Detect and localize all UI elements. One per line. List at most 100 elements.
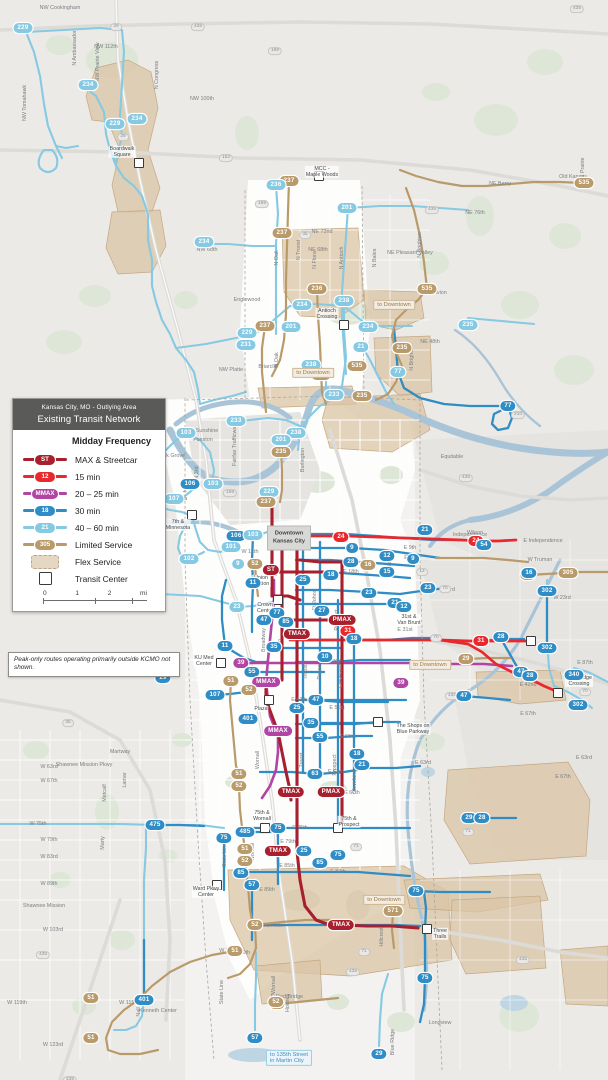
route-marker-535[interactable]: 535 (417, 284, 437, 294)
route-marker-75[interactable]: 75 (270, 823, 286, 833)
route-marker-57[interactable]: 57 (247, 1033, 263, 1043)
route-marker-18[interactable]: 18 (349, 749, 365, 759)
route-marker-51[interactable]: 51 (237, 844, 253, 854)
route-marker-54[interactable]: 54 (476, 540, 492, 550)
transit-center-marker[interactable] (260, 823, 270, 833)
route-marker-47[interactable]: 47 (513, 667, 529, 677)
route-marker-18[interactable]: 18 (346, 634, 362, 644)
route-marker-77[interactable]: 77 (390, 367, 406, 377)
route-marker-302[interactable]: 302 (537, 643, 557, 653)
route-marker-st[interactable]: ST (262, 565, 280, 575)
route-marker-15[interactable]: 15 (379, 567, 395, 577)
route-marker-52[interactable]: 52 (237, 856, 253, 866)
route-marker-12[interactable]: 12 (379, 551, 395, 561)
route-marker-51[interactable]: 51 (83, 1033, 99, 1043)
route-marker-229[interactable]: 229 (237, 328, 257, 338)
route-marker-28[interactable]: 28 (343, 557, 359, 567)
route-marker-27[interactable]: 27 (314, 606, 330, 616)
route-marker-85[interactable]: 85 (312, 858, 328, 868)
route-marker-77[interactable]: 77 (500, 401, 516, 411)
route-marker-10[interactable]: 10 (317, 652, 333, 662)
route-marker-52[interactable]: 52 (247, 920, 263, 930)
route-marker-47[interactable]: 47 (456, 691, 472, 701)
route-marker-9[interactable]: 9 (407, 554, 419, 564)
route-marker-39[interactable]: 39 (393, 678, 409, 688)
route-marker-11[interactable]: 11 (217, 641, 233, 651)
route-marker-238[interactable]: 238 (301, 360, 321, 370)
transit-center-marker[interactable] (187, 510, 197, 520)
route-marker-238[interactable]: 238 (286, 428, 306, 438)
route-marker-235[interactable]: 235 (271, 447, 291, 457)
route-marker-31[interactable]: 31 (340, 626, 356, 636)
route-marker-107[interactable]: 107 (164, 494, 184, 504)
route-marker-201[interactable]: 201 (281, 322, 301, 332)
route-marker-101[interactable]: 101 (221, 542, 241, 552)
route-marker-pmax[interactable]: PMAX (328, 615, 356, 625)
route-marker-233[interactable]: 233 (226, 416, 246, 426)
route-marker-106[interactable]: 106 (226, 531, 246, 541)
route-marker-mmax[interactable]: MMAX (264, 726, 292, 736)
route-marker-35[interactable]: 35 (303, 718, 319, 728)
transit-center-marker[interactable] (422, 924, 432, 934)
route-marker-237[interactable]: 237 (255, 321, 275, 331)
route-marker-11[interactable]: 11 (245, 578, 261, 588)
route-marker-28[interactable]: 28 (474, 813, 490, 823)
route-marker-305[interactable]: 305 (558, 568, 578, 578)
route-marker-75[interactable]: 75 (330, 850, 346, 860)
route-marker-229[interactable]: 229 (105, 119, 125, 129)
route-marker-16[interactable]: 16 (360, 560, 376, 570)
route-marker-55[interactable]: 55 (244, 667, 260, 677)
route-marker-106[interactable]: 106 (180, 479, 200, 489)
route-marker-tmax[interactable]: TMAX (283, 629, 311, 639)
route-marker-77[interactable]: 77 (269, 608, 285, 618)
route-marker-103[interactable]: 103 (176, 428, 196, 438)
route-marker-21[interactable]: 21 (417, 525, 433, 535)
route-marker-75[interactable]: 75 (408, 886, 424, 896)
route-marker-24[interactable]: 24 (468, 536, 484, 546)
route-marker-237[interactable]: 237 (272, 228, 292, 238)
route-marker-201[interactable]: 201 (337, 203, 357, 213)
route-marker-25[interactable]: 25 (295, 575, 311, 585)
route-marker-57[interactable]: 57 (244, 880, 260, 890)
route-marker-21[interactable]: 21 (353, 342, 369, 352)
route-marker-401[interactable]: 401 (238, 714, 258, 724)
route-marker-51[interactable]: 51 (223, 676, 239, 686)
transit-center-marker[interactable] (373, 717, 383, 727)
route-marker-75[interactable]: 75 (417, 973, 433, 983)
route-marker-235[interactable]: 235 (458, 320, 478, 330)
route-marker-63[interactable]: 63 (307, 769, 323, 779)
route-marker-28[interactable]: 28 (493, 632, 509, 642)
route-marker-31[interactable]: 31 (473, 636, 489, 646)
route-marker-75[interactable]: 75 (216, 833, 232, 843)
route-marker-55[interactable]: 55 (312, 732, 328, 742)
route-marker-52[interactable]: 52 (247, 559, 263, 569)
route-marker-25[interactable]: 25 (296, 846, 312, 856)
route-marker-25[interactable]: 25 (289, 703, 305, 713)
transit-center-marker[interactable] (134, 158, 144, 168)
route-marker-51[interactable]: 51 (231, 769, 247, 779)
transit-center-marker[interactable] (216, 658, 226, 668)
route-marker-29[interactable]: 29 (458, 654, 474, 664)
route-marker-28[interactable]: 28 (522, 671, 538, 681)
route-marker-485[interactable]: 485 (235, 827, 255, 837)
transit-center-marker[interactable] (273, 595, 283, 605)
transit-center-marker[interactable] (553, 688, 563, 698)
route-marker-23[interactable]: 23 (229, 602, 245, 612)
route-marker-234[interactable]: 234 (358, 322, 378, 332)
route-marker-229[interactable]: 229 (13, 23, 33, 33)
route-marker-52[interactable]: 52 (241, 685, 257, 695)
route-marker-302[interactable]: 302 (568, 700, 588, 710)
transit-center-marker[interactable] (264, 695, 274, 705)
route-marker-535[interactable]: 535 (574, 178, 594, 188)
route-marker-9[interactable]: 9 (346, 543, 358, 553)
route-marker-571[interactable]: 571 (383, 906, 403, 916)
route-marker-237[interactable]: 237 (279, 176, 299, 186)
route-marker-16[interactable]: 16 (521, 568, 537, 578)
route-marker-401[interactable]: 401 (134, 995, 154, 1005)
route-marker-51[interactable]: 51 (227, 946, 243, 956)
route-marker-9[interactable]: 9 (232, 559, 244, 569)
route-marker-535[interactable]: 535 (347, 361, 367, 371)
route-marker-tmax[interactable]: TMAX (277, 787, 305, 797)
route-marker-35[interactable]: 35 (266, 642, 282, 652)
route-marker-51[interactable]: 51 (83, 993, 99, 1003)
